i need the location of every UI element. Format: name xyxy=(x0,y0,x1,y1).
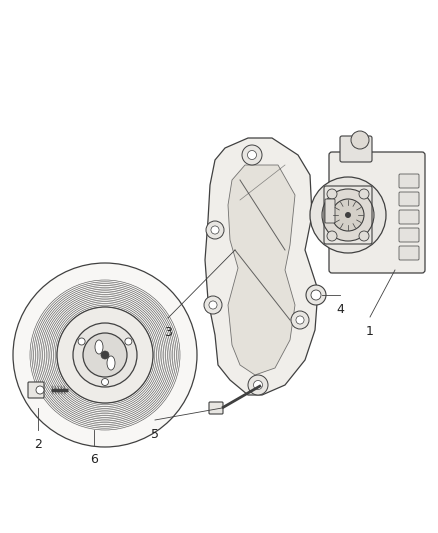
Polygon shape xyxy=(205,138,318,395)
Circle shape xyxy=(351,131,369,149)
FancyBboxPatch shape xyxy=(28,382,44,398)
Text: 1: 1 xyxy=(366,325,374,338)
Ellipse shape xyxy=(107,356,115,370)
Circle shape xyxy=(36,386,44,394)
Circle shape xyxy=(247,150,257,159)
Circle shape xyxy=(211,226,219,234)
Circle shape xyxy=(311,290,321,300)
Circle shape xyxy=(310,177,386,253)
FancyBboxPatch shape xyxy=(399,228,419,242)
FancyBboxPatch shape xyxy=(399,192,419,206)
Ellipse shape xyxy=(95,340,103,354)
Circle shape xyxy=(296,316,304,324)
Text: 5: 5 xyxy=(151,428,159,441)
Circle shape xyxy=(322,189,374,241)
Circle shape xyxy=(13,263,197,447)
Polygon shape xyxy=(228,165,295,375)
Circle shape xyxy=(327,189,337,199)
Circle shape xyxy=(73,323,137,387)
Circle shape xyxy=(101,351,109,359)
FancyBboxPatch shape xyxy=(329,152,425,273)
Circle shape xyxy=(206,221,224,239)
Text: 2: 2 xyxy=(34,438,42,451)
Circle shape xyxy=(125,338,132,345)
FancyBboxPatch shape xyxy=(399,174,419,188)
Circle shape xyxy=(78,338,85,345)
Circle shape xyxy=(359,231,369,241)
Circle shape xyxy=(242,145,262,165)
Text: 3: 3 xyxy=(164,326,172,339)
Circle shape xyxy=(209,301,217,309)
Text: 4: 4 xyxy=(336,303,344,316)
Circle shape xyxy=(248,375,268,395)
FancyBboxPatch shape xyxy=(209,402,223,414)
Circle shape xyxy=(291,311,309,329)
Circle shape xyxy=(359,189,369,199)
Circle shape xyxy=(345,212,351,218)
Circle shape xyxy=(83,333,127,377)
Circle shape xyxy=(327,231,337,241)
Circle shape xyxy=(204,296,222,314)
Circle shape xyxy=(57,307,153,403)
FancyBboxPatch shape xyxy=(340,136,372,162)
Circle shape xyxy=(332,199,364,231)
Circle shape xyxy=(102,378,109,385)
FancyBboxPatch shape xyxy=(325,199,335,223)
FancyBboxPatch shape xyxy=(399,210,419,224)
Text: 6: 6 xyxy=(90,453,98,466)
FancyBboxPatch shape xyxy=(399,246,419,260)
Circle shape xyxy=(306,285,326,305)
Circle shape xyxy=(254,381,262,390)
